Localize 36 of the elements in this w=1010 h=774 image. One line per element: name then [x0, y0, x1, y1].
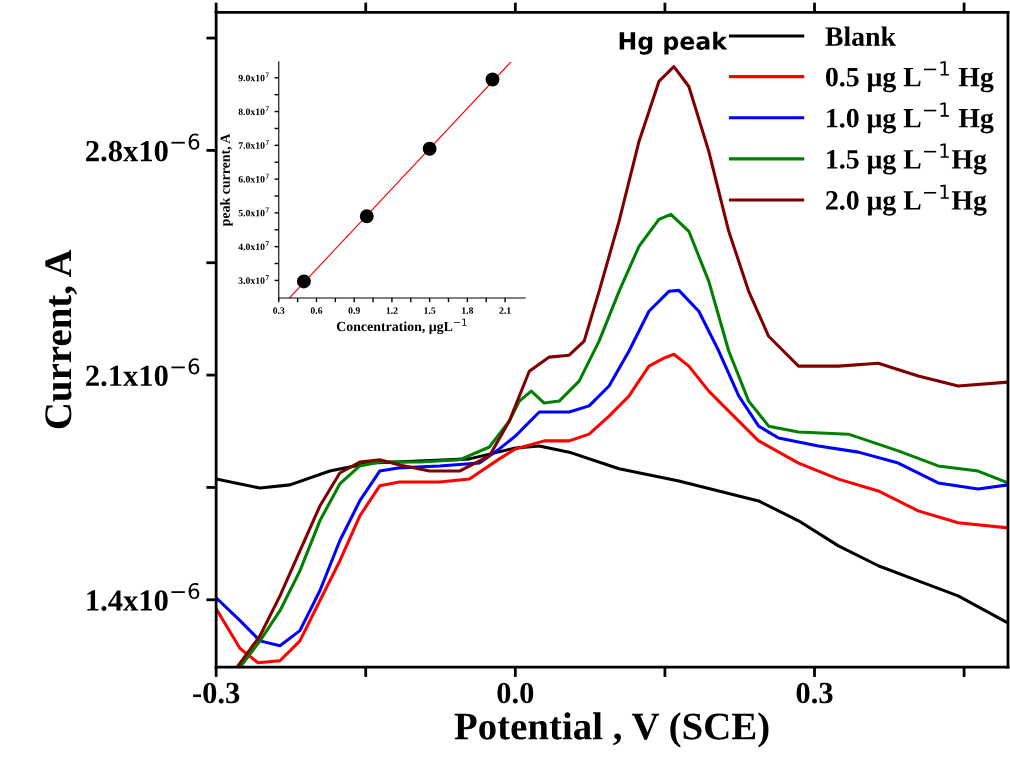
y-tick-label: 2.1x10$^{−6}$: [86, 358, 200, 387]
y-tick-label: 5.0x10$^{7}$: [238, 207, 269, 217]
legend-label: 1.5 μg L$^{−1}$Hg: [827, 143, 987, 175]
x-axis-title: Potential , V (SCE): [454, 712, 769, 748]
point: [422, 141, 437, 156]
legend-label: 0.5 μg L$^{−1}$ Hg: [825, 61, 994, 93]
x-tick-label: 1.5: [424, 307, 436, 314]
x-tick-label: 1.8: [462, 307, 474, 314]
legend-label: 1.0 μg L$^{−1}$ Hg: [827, 102, 994, 134]
y-tick-label: 4.0x10$^{7}$: [238, 241, 269, 251]
point: [296, 274, 311, 289]
legend-label: Blank: [825, 26, 896, 46]
y-axis-title: peak current, A: [220, 133, 233, 227]
y-tick-label: 6.0x10$^{7}$: [238, 173, 269, 183]
annotation: Hg peak: [619, 31, 728, 55]
legend-label: 2.0 μg L$^{−1}$Hg: [826, 184, 987, 216]
line-series: [216, 288, 1008, 648]
x-tick-label: 0.3: [796, 682, 833, 704]
x-tick-label: 0.6: [310, 307, 323, 314]
x-tick-label: 0.0: [497, 682, 534, 704]
y-tick-label: 1.4x10$^{−6}$: [87, 582, 200, 611]
x-tick-label: 0.3: [273, 307, 285, 314]
point: [485, 72, 500, 87]
x-tick-label: -0.3: [193, 682, 240, 704]
x-tick-label: 2.1: [499, 307, 511, 314]
y-tick-label: 8.0x10$^{7}$: [238, 106, 269, 116]
y-tick-label: 7.0x10$^{7}$: [238, 140, 269, 149]
x-tick-label: 0.9: [348, 307, 360, 314]
point: [359, 209, 374, 224]
line-series: [216, 352, 1008, 665]
y-tick-label: 9.0x10$^{7}$: [238, 72, 269, 82]
y-tick-label: 2.8x10$^{−6}$: [86, 133, 200, 162]
x-tick-label: 1.2: [386, 307, 398, 314]
x-axis-title: Concentration, μgL$^{−1}$: [336, 318, 467, 335]
y-tick-label: 3.0x10$^{7}$: [238, 275, 269, 284]
y-axis-title: Current, A: [45, 249, 78, 429]
